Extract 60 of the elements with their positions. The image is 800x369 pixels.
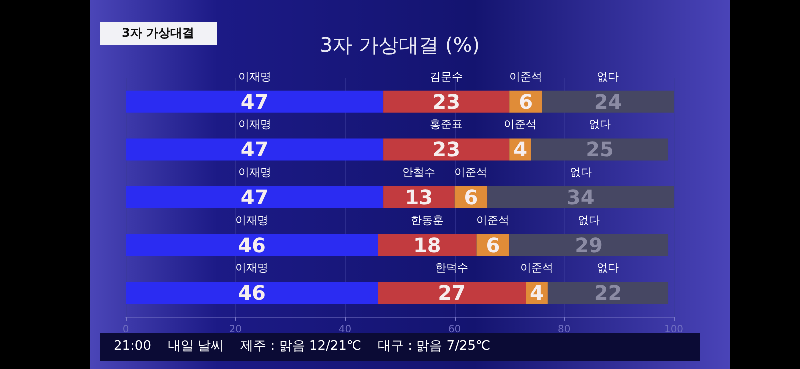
data-label: 23 xyxy=(432,138,460,162)
text: 3자 가상대결 xyxy=(100,22,217,45)
annotation: 김문수 xyxy=(430,70,464,84)
bar xyxy=(548,282,669,304)
data-label: 46 xyxy=(238,281,266,306)
text: 이준석 xyxy=(476,214,510,227)
data-label: 47 xyxy=(240,138,269,162)
text: 이재명 xyxy=(236,214,269,227)
x-tick-label: 40 xyxy=(338,324,352,336)
series-label: 없다 xyxy=(589,118,612,132)
bar xyxy=(542,90,674,113)
data-label: 25 xyxy=(586,138,614,162)
bar xyxy=(510,234,669,256)
series-label: 이재명 xyxy=(238,118,272,132)
text: 이재명 xyxy=(236,262,269,275)
data-label: 4 xyxy=(530,281,544,306)
bar xyxy=(126,186,384,208)
data-label: 47 xyxy=(240,186,269,210)
text: 이준석 xyxy=(520,262,554,275)
bar xyxy=(126,234,378,256)
bar xyxy=(126,138,384,161)
data-label: 46 xyxy=(238,233,266,258)
text: 없다 xyxy=(597,70,620,84)
chart-title: 3자 가상대결 (%) xyxy=(320,33,480,57)
bar xyxy=(126,90,384,113)
x-tick-label: 20 xyxy=(229,324,242,336)
data-label: 23 xyxy=(432,90,460,114)
annotation: 홍준표 xyxy=(430,118,464,132)
x-tick-label: 60 xyxy=(448,324,462,336)
annotation: 한동훈 xyxy=(410,214,444,227)
text: 없다 xyxy=(597,262,620,275)
text: 이준석 xyxy=(454,166,488,179)
text: 없다 xyxy=(570,166,592,179)
x-tick-label: 80 xyxy=(558,324,571,336)
bar xyxy=(532,138,669,161)
bar xyxy=(378,282,526,304)
bar xyxy=(384,138,510,161)
data-label: 4 xyxy=(514,138,528,162)
data-label: 29 xyxy=(575,233,603,258)
data-label: 18 xyxy=(413,233,442,258)
data-label: 13 xyxy=(405,186,434,210)
annotation: 한덕수 xyxy=(436,262,469,275)
data-label: 22 xyxy=(594,281,622,306)
text: 이재명 xyxy=(238,70,272,84)
data-label: 34 xyxy=(566,186,595,210)
bar xyxy=(126,282,378,304)
data-label: 47 xyxy=(240,90,269,114)
data-label: 6 xyxy=(464,186,478,210)
text: 이재명 xyxy=(238,166,272,179)
series-label: 이준석 xyxy=(504,118,538,132)
data-label: 6 xyxy=(519,90,533,114)
bar xyxy=(488,186,674,208)
data-label: 6 xyxy=(486,233,500,258)
text: 없다 xyxy=(578,214,600,227)
data-label: 27 xyxy=(438,281,466,306)
bar xyxy=(384,90,510,113)
annotation: 안철수 xyxy=(402,166,436,179)
data-label: 24 xyxy=(594,90,622,114)
text: 이준석 xyxy=(510,70,543,84)
text: 21:00 내일 날씨 제주 : 맑음 12/21℃ 대구 : 맑음 7/25℃ xyxy=(114,339,491,354)
